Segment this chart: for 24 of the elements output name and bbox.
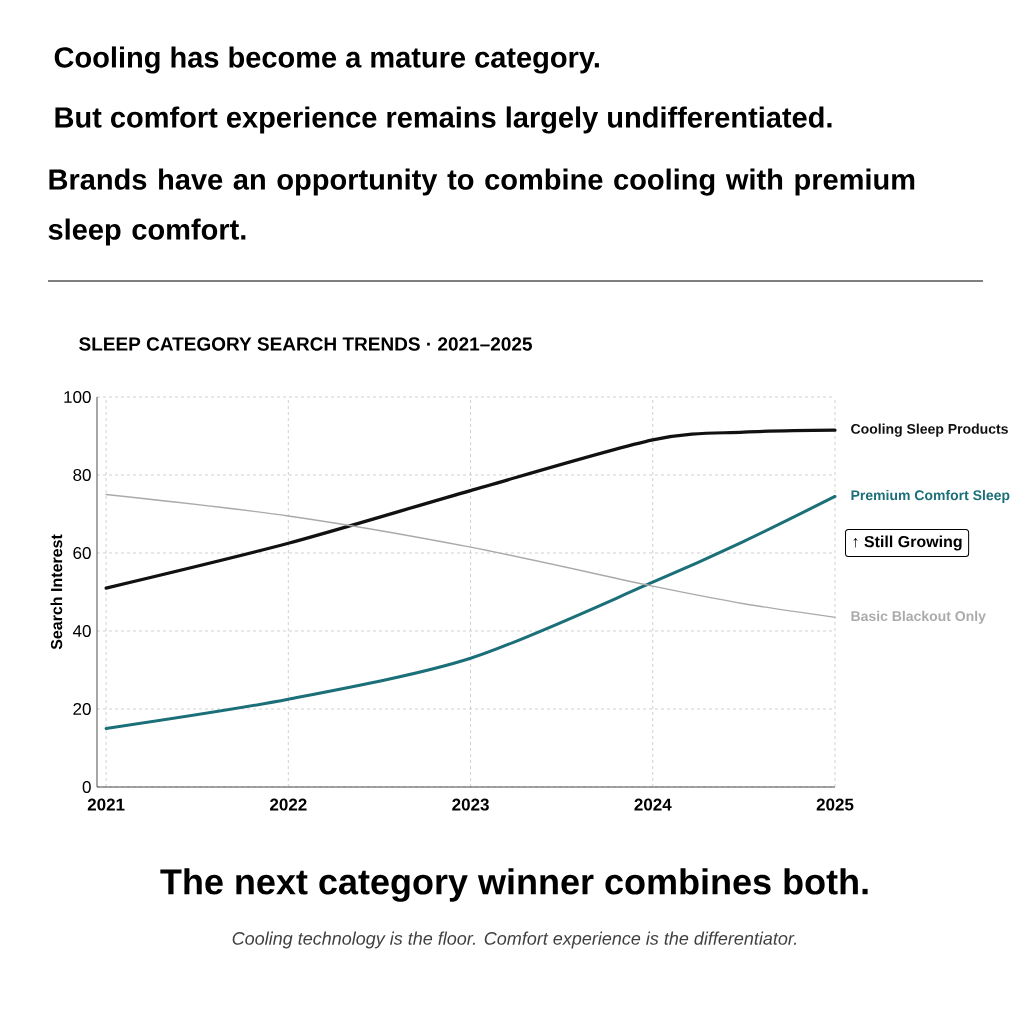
text: ↑ Still Growing (853, 535, 962, 551)
series-label: Cooling Sleep Products (851, 423, 1008, 437)
y-tick-label: 40 (72, 624, 91, 638)
text: Cooling technology is the floor. Comfort experience is the differentiator. (232, 931, 797, 949)
y-tick-label: 80 (73, 468, 91, 482)
y-tick-label: 60 (73, 546, 91, 560)
text: Cooling has become a mature category. (54, 46, 599, 74)
x-tick-label: 2023 (452, 798, 489, 811)
x-tick-label: 2025 (816, 798, 854, 811)
y-tick-label: 100 (64, 390, 91, 404)
text: The next category winner combines both. (160, 868, 868, 902)
x-tick-label: 2022 (270, 798, 307, 811)
series-label: Basic Blackout Only (851, 610, 986, 624)
y-tick-label: 20 (73, 702, 91, 716)
chart-title: SLEEP CATEGORY SEARCH TRENDS · 2021–2025 (79, 337, 532, 351)
x-tick-label: 2021 (87, 798, 125, 811)
series-label: Premium Comfort Sleep (851, 489, 1010, 503)
y-tick-label: 0 (82, 780, 91, 794)
x-tick-label: 2024 (634, 798, 672, 811)
y-axis-title: Search Interest (50, 534, 63, 650)
line-series (104, 494, 837, 730)
line-series (104, 428, 837, 590)
text: Brands have an opportunity to combine cooling with premium sleep comfort. (48, 168, 915, 246)
text: But comfort experience remains largely undifferentiated. (55, 106, 832, 134)
